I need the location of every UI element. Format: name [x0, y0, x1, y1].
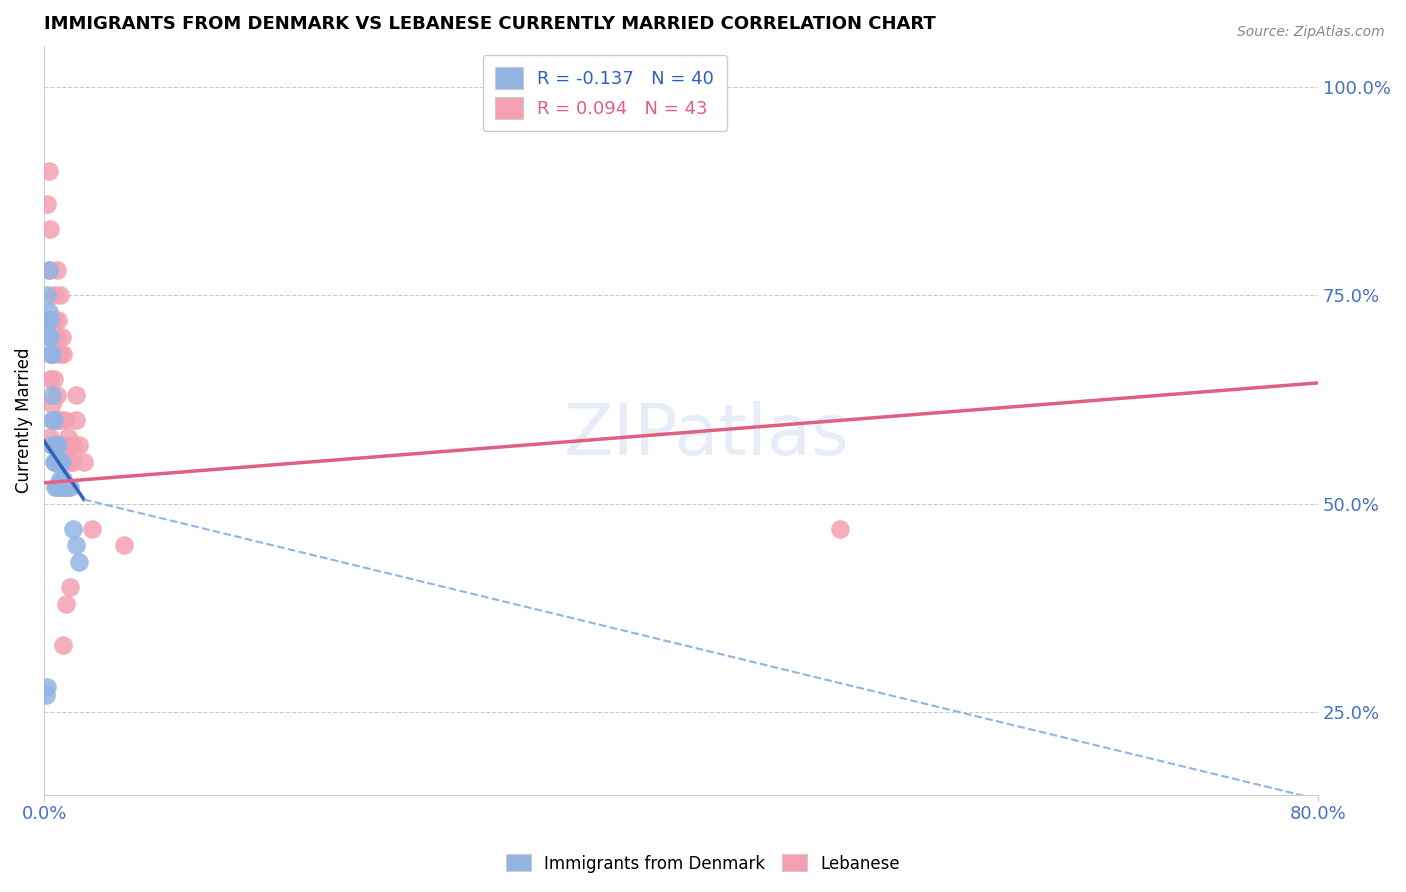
Point [48, 480, 70, 494]
Point [41, 397, 63, 411]
Point [48, 313, 70, 327]
Legend: R = -0.137   N = 40, R = 0.094   N = 43: R = -0.137 N = 40, R = 0.094 N = 43 [482, 54, 727, 131]
Point [49, 413, 72, 427]
Point [41, 388, 63, 402]
Point [39, 430, 62, 444]
Point [49, 472, 72, 486]
Point [49, 347, 72, 361]
Point [45, 455, 67, 469]
Point [39, 330, 62, 344]
Point [48, 455, 70, 469]
Point [41, 413, 63, 427]
Point [39, 222, 62, 236]
Point [67, 438, 90, 452]
Point [52, 347, 75, 361]
Point [65, 388, 87, 402]
Point [39, 372, 62, 386]
Point [45, 480, 67, 494]
Point [35, 688, 58, 702]
Text: Source: ZipAtlas.com: Source: ZipAtlas.com [1237, 25, 1385, 39]
Point [44, 455, 66, 469]
Point [37, 680, 59, 694]
Point [51, 330, 73, 344]
Point [42, 288, 65, 302]
Point [51, 480, 73, 494]
Text: ZIPatlas: ZIPatlas [564, 401, 849, 470]
Point [38, 305, 60, 319]
Point [42, 413, 65, 427]
Point [49, 455, 72, 469]
Point [49, 288, 72, 302]
Point [62, 438, 84, 452]
Point [51, 438, 73, 452]
Point [44, 455, 66, 469]
Point [41, 438, 63, 452]
Point [38, 163, 60, 178]
Point [62, 455, 84, 469]
Point [58, 455, 80, 469]
Point [42, 372, 65, 386]
Point [38, 263, 60, 277]
Point [45, 438, 67, 452]
Point [45, 330, 67, 344]
Legend: Immigrants from Denmark, Lebanese: Immigrants from Denmark, Lebanese [499, 847, 907, 880]
Point [41, 313, 63, 327]
Point [67, 555, 90, 569]
Point [38, 330, 60, 344]
Point [41, 347, 63, 361]
Point [42, 438, 65, 452]
Point [41, 438, 63, 452]
Point [45, 388, 67, 402]
Point [39, 347, 62, 361]
Point [65, 413, 87, 427]
Point [56, 430, 79, 444]
Point [35, 313, 58, 327]
Point [58, 580, 80, 594]
Point [44, 480, 66, 494]
Point [45, 263, 67, 277]
Point [52, 472, 75, 486]
Point [62, 522, 84, 536]
Point [44, 313, 66, 327]
Point [55, 438, 77, 452]
Point [42, 455, 65, 469]
Point [830, 522, 852, 536]
Point [58, 480, 80, 494]
Y-axis label: Currently Married: Currently Married [15, 348, 32, 493]
Point [80, 522, 103, 536]
Point [52, 638, 75, 652]
Point [55, 480, 77, 494]
Point [56, 480, 79, 494]
Point [44, 438, 66, 452]
Point [65, 538, 87, 552]
Point [39, 313, 62, 327]
Point [44, 347, 66, 361]
Point [55, 597, 77, 611]
Point [52, 480, 75, 494]
Point [73, 455, 96, 469]
Point [48, 413, 70, 427]
Point [112, 538, 135, 552]
Point [53, 480, 76, 494]
Text: IMMIGRANTS FROM DENMARK VS LEBANESE CURRENTLY MARRIED CORRELATION CHART: IMMIGRANTS FROM DENMARK VS LEBANESE CURR… [44, 15, 936, 33]
Point [37, 288, 59, 302]
Point [42, 413, 65, 427]
Point [37, 197, 59, 211]
Point [38, 263, 60, 277]
Point [48, 438, 70, 452]
Point [48, 455, 70, 469]
Point [51, 455, 73, 469]
Point [44, 438, 66, 452]
Point [53, 413, 76, 427]
